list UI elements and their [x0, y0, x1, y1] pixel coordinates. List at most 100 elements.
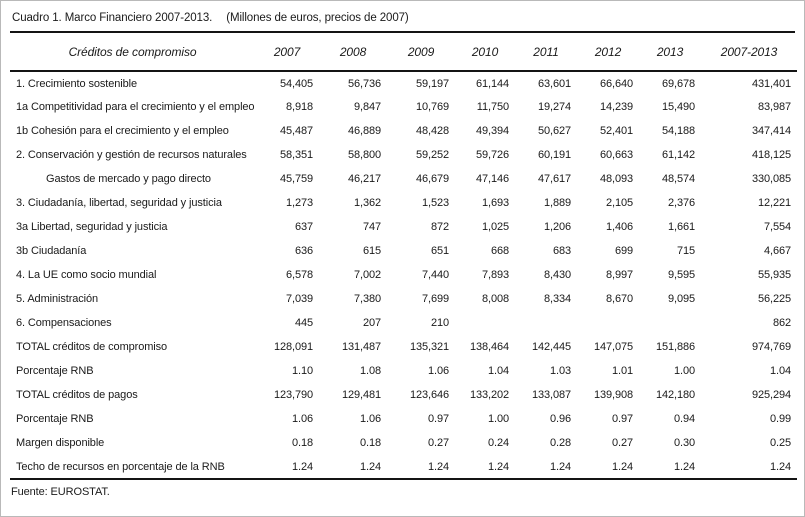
cell-value: 1.24	[487, 460, 509, 473]
cell-value: 59,197	[415, 77, 449, 90]
cell-value: 2,105	[605, 197, 633, 209]
cell-value: 1.08	[359, 365, 381, 377]
table-header-row: Créditos de compromiso 2007 2008 2009 2010 20…	[10, 33, 797, 71]
cell-value: 52,401	[599, 125, 633, 137]
year-column-header: 2010	[471, 44, 499, 59]
cell-value: 60,191	[537, 149, 571, 161]
cell-value: 699	[614, 245, 633, 257]
table-row: 3b Ciudadanía 636 615 651 668 683 699 715 4,667	[10, 239, 797, 263]
cell-value: 0.18	[291, 437, 313, 449]
cell-value: 46,889	[347, 125, 381, 137]
cell-value: 47,146	[475, 173, 509, 185]
year-column-header: 2007-2013	[720, 44, 778, 59]
cell-value: 0.18	[359, 437, 381, 449]
table-row: Porcentaje RNB 1.06 1.06 0.97 1.00 0.96 0.97 0.…	[10, 407, 797, 431]
cell-value: 46,217	[347, 173, 381, 185]
cell-value: 58,351	[279, 149, 313, 161]
cell-value: 431,401	[751, 77, 791, 90]
cell-value: 1,523	[421, 197, 449, 209]
cell-value: 0.27	[611, 437, 633, 449]
cell-value: 747	[362, 221, 381, 233]
cell-value: 0.27	[427, 437, 449, 449]
table-body: 1. Crecimiento sostenible 54,405 56,736 59,…	[10, 71, 797, 479]
cell-value: 7,893	[481, 269, 509, 281]
cell-value: 1,273	[285, 197, 313, 209]
row-label: TOTAL créditos de compromiso	[16, 341, 168, 353]
row-label: 5. Administración	[16, 293, 99, 305]
cell-value: 0.28	[549, 437, 571, 449]
cell-value: 133,087	[531, 389, 571, 401]
cell-value: 1.04	[487, 365, 509, 377]
cell-value: 637	[294, 221, 313, 233]
cell-value: 7,039	[285, 293, 313, 305]
row-label: TOTAL créditos de pagos	[16, 389, 138, 401]
cell-value: 1,889	[543, 197, 571, 209]
cell-value: 683	[552, 245, 571, 257]
table-row: TOTAL créditos de pagos 123,790 129,481 123…	[10, 383, 797, 407]
cell-value: 0.25	[769, 437, 791, 449]
cell-value: 1.04	[769, 365, 791, 377]
cell-value: 1.24	[359, 460, 381, 473]
cell-value: 207	[362, 317, 381, 329]
table-row: 6. Compensaciones 445 207 210 862	[10, 311, 797, 335]
cell-value: 1,362	[353, 197, 381, 209]
row-label: 3a Libertad, seguridad y justicia	[16, 221, 168, 233]
cell-value: 69,678	[661, 77, 695, 90]
cell-value: 128,091	[273, 341, 313, 353]
row-label: 1a Competitividad para el crecimiento y …	[16, 101, 255, 113]
cell-value: 8,430	[543, 269, 571, 281]
cell-value: 1.24	[673, 460, 695, 473]
cell-value: 19,274	[537, 101, 571, 113]
cell-value: 63,601	[537, 77, 571, 90]
cell-value: 8,008	[481, 293, 509, 305]
cell-value: 12,221	[757, 197, 791, 209]
row-label: Gastos de mercado y pago directo	[46, 173, 211, 185]
year-column-header: 2013	[656, 44, 684, 59]
cell-value: 50,627	[537, 125, 571, 137]
table-row: 5. Administración 7,039 7,380 7,699 8,008 8,3…	[10, 287, 797, 311]
cell-value: 54,405	[279, 77, 313, 90]
cell-value: 8,918	[285, 101, 313, 113]
cell-value: 1,406	[605, 221, 633, 233]
table-row: 1. Crecimiento sostenible 54,405 56,736 59,…	[10, 71, 797, 95]
cell-value: 1.00	[487, 413, 509, 425]
cell-value: 1.24	[769, 460, 791, 473]
cell-value: 330,085	[751, 173, 791, 185]
table-row: 3. Ciudadanía, libertad, seguridad y jus…	[10, 191, 797, 215]
cell-value: 445	[294, 317, 313, 329]
cell-value: 4,667	[763, 245, 791, 257]
cell-value: 59,726	[475, 149, 509, 161]
cell-value	[639, 311, 701, 335]
cell-value: 7,440	[421, 269, 449, 281]
cell-value: 210	[430, 317, 449, 329]
cell-value: 45,759	[279, 173, 313, 185]
cell-value: 418,125	[751, 149, 791, 161]
cell-value: 1,693	[481, 197, 509, 209]
cell-value: 58,800	[347, 149, 381, 161]
cell-value: 56,225	[757, 293, 791, 305]
cell-value: 48,428	[415, 125, 449, 137]
cell-value: 1.06	[291, 413, 313, 425]
table-row: Porcentaje RNB 1.10 1.08 1.06 1.04 1.03 1.01 1.…	[10, 359, 797, 383]
cell-value: 651	[430, 245, 449, 257]
cell-value: 0.24	[487, 437, 509, 449]
cell-value: 56,736	[347, 77, 381, 90]
cell-value: 7,554	[763, 221, 791, 233]
cell-value: 10,769	[415, 101, 449, 113]
cell-value: 46,679	[415, 173, 449, 185]
cell-value: 1.10	[291, 365, 313, 377]
year-column-header: 2012	[594, 44, 622, 59]
financial-table: Créditos de compromiso 2007 2008 2009 2010 20…	[10, 33, 797, 480]
cell-value: 8,997	[605, 269, 633, 281]
cell-value: 61,144	[475, 77, 509, 90]
row-label: 1b Cohesión para el crecimiento y el emp…	[16, 125, 229, 137]
table-title-block: Cuadro 1. Marco Financiero 2007-2013. (M…	[10, 8, 795, 33]
cell-value: 129,481	[341, 389, 381, 401]
table-row: 3a Libertad, seguridad y justicia 637 747 8…	[10, 215, 797, 239]
year-column-header: 2008	[339, 44, 367, 59]
cell-value: 872	[430, 221, 449, 233]
cell-value: 7,380	[353, 293, 381, 305]
source-note: Fuente: EUROSTAT.	[11, 486, 110, 498]
cell-value: 1.24	[611, 460, 633, 473]
cell-value	[515, 311, 577, 335]
